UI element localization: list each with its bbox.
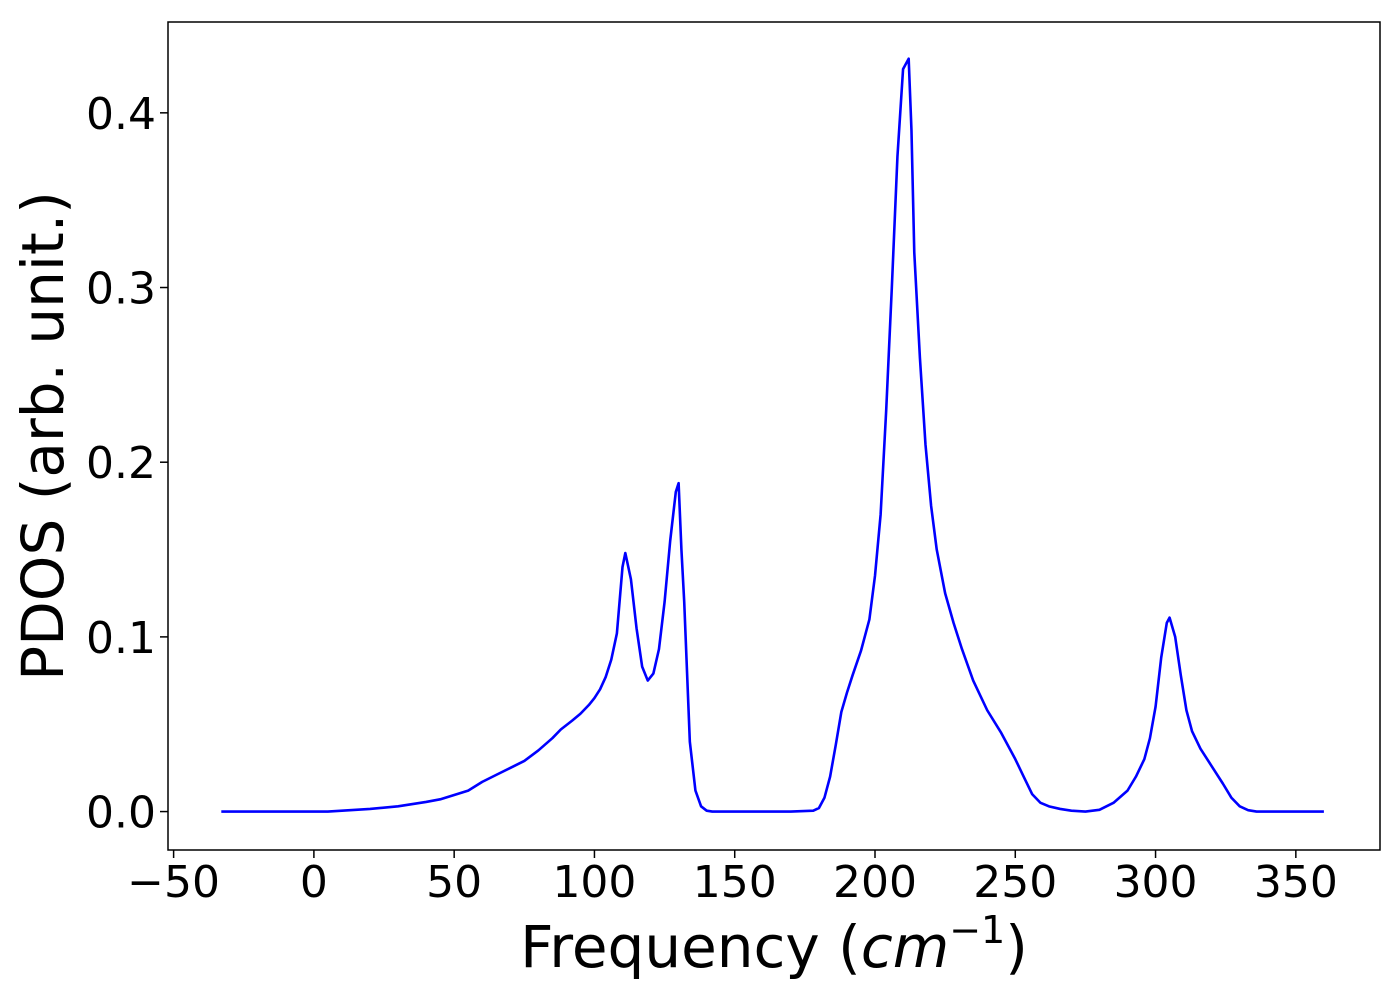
y-tick-label: 0.1 <box>86 613 156 664</box>
y-axis-label: PDOS (arb. unit.) <box>9 191 77 681</box>
y-tick-label: 0.0 <box>86 788 156 839</box>
y-ticks: 0.0 0.1 0.2 0.3 0.4 <box>86 89 168 839</box>
x-axis-label: Frequency (cm−1) <box>520 908 1028 981</box>
x-axis-label-suffix: ) <box>1005 913 1028 981</box>
x-ticks: −50 0 50 100 150 200 250 300 350 <box>127 850 1338 908</box>
x-tick-label: 300 <box>1114 857 1198 908</box>
x-tick-label: 0 <box>300 857 328 908</box>
x-tick-label: 50 <box>426 857 482 908</box>
x-tick-label: 200 <box>833 857 917 908</box>
x-axis-label-prefix: Frequency ( <box>520 913 861 981</box>
y-tick-label: 0.3 <box>86 264 156 315</box>
plot-layer <box>221 57 1324 813</box>
y-tick-label: 0.2 <box>86 438 156 489</box>
x-tick-label: 150 <box>693 857 777 908</box>
x-tick-label: 250 <box>973 857 1057 908</box>
x-tick-label: 100 <box>552 857 636 908</box>
plot-frame <box>167 21 1381 851</box>
x-axis-label-exponent: −1 <box>949 908 1005 952</box>
x-axis-label-unit: cm <box>861 913 949 981</box>
x-tick-label: 350 <box>1254 857 1338 908</box>
series-line-0 <box>221 57 1324 813</box>
y-tick-label: 0.4 <box>86 89 156 140</box>
x-tick-label: −50 <box>127 857 220 908</box>
